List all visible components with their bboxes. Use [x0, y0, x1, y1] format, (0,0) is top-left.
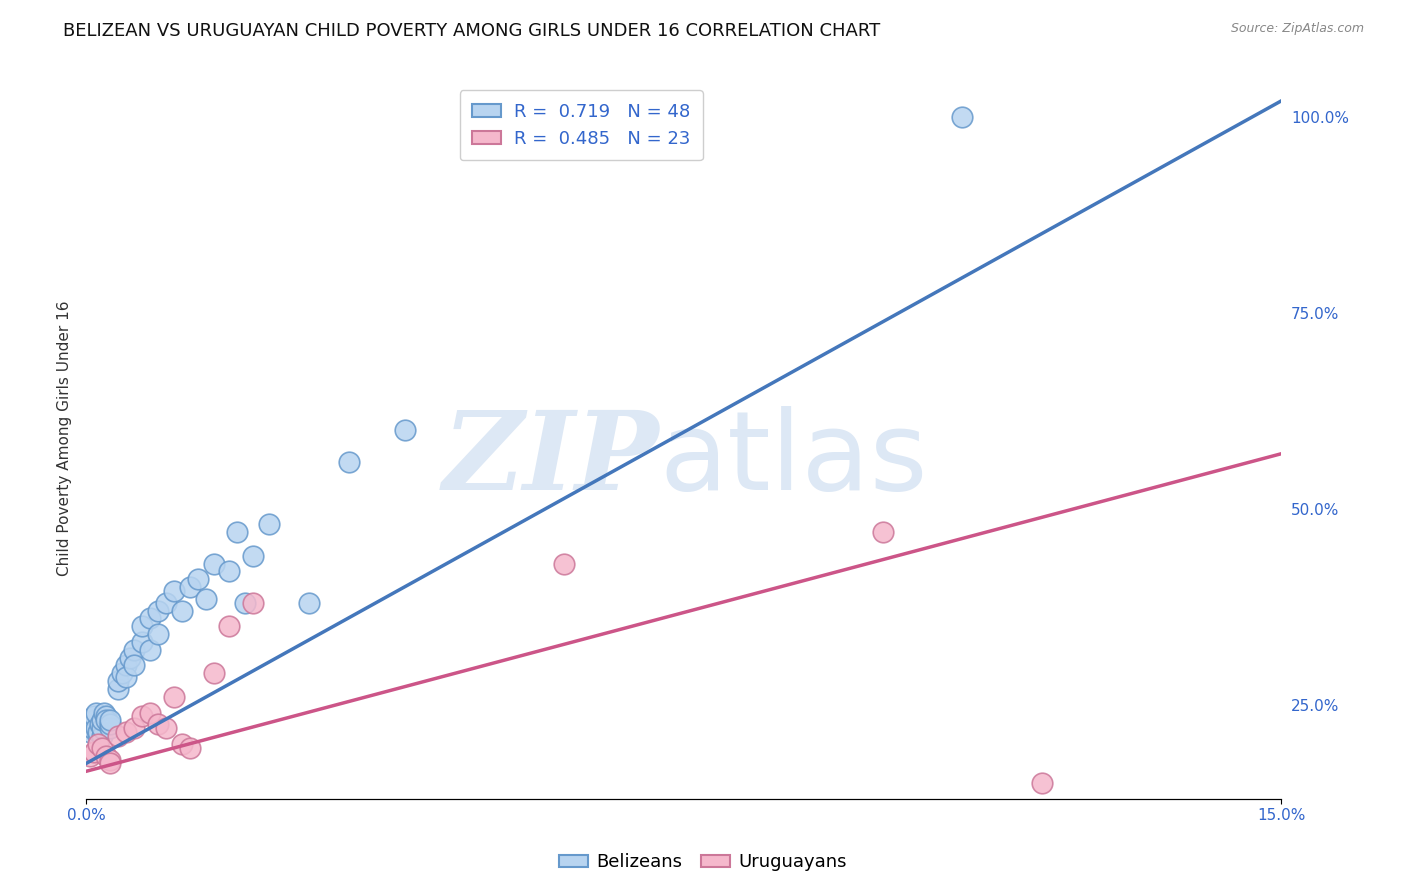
- Point: [242, 549, 264, 563]
- Legend: R =  0.719   N = 48, R =  0.485   N = 23: R = 0.719 N = 48, R = 0.485 N = 23: [460, 90, 703, 161]
- Point: [83, 714, 105, 728]
- Point: [82, 721, 104, 735]
- Point: [146, 604, 169, 618]
- Point: [98, 721, 121, 735]
- Point: [91, 714, 114, 728]
- Point: [118, 650, 141, 665]
- Point: [98, 756, 121, 771]
- Point: [155, 596, 177, 610]
- Point: [107, 681, 129, 696]
- Point: [394, 423, 416, 437]
- Point: [94, 709, 117, 723]
- Point: [87, 725, 110, 739]
- Y-axis label: Child Poverty Among Girls Under 16: Child Poverty Among Girls Under 16: [58, 301, 72, 576]
- Point: [298, 596, 321, 610]
- Point: [179, 580, 201, 594]
- Point: [131, 709, 153, 723]
- Point: [91, 729, 114, 743]
- Point: [155, 721, 177, 735]
- Point: [131, 619, 153, 633]
- Point: [122, 721, 145, 735]
- Point: [87, 729, 110, 743]
- Point: [86, 706, 108, 720]
- Point: [83, 709, 105, 723]
- Point: [84, 721, 107, 735]
- Point: [179, 740, 201, 755]
- Point: [163, 690, 186, 704]
- Point: [115, 725, 138, 739]
- Point: [235, 596, 257, 610]
- Point: [115, 658, 138, 673]
- Point: [122, 642, 145, 657]
- Point: [98, 717, 121, 731]
- Point: [139, 642, 162, 657]
- Point: [94, 714, 117, 728]
- Point: [122, 658, 145, 673]
- Text: atlas: atlas: [659, 406, 928, 513]
- Point: [131, 635, 153, 649]
- Point: [107, 729, 129, 743]
- Point: [139, 706, 162, 720]
- Point: [111, 666, 134, 681]
- Point: [337, 455, 360, 469]
- Point: [259, 517, 281, 532]
- Point: [98, 714, 121, 728]
- Point: [146, 717, 169, 731]
- Point: [170, 604, 193, 618]
- Point: [170, 737, 193, 751]
- Point: [202, 557, 225, 571]
- Point: [218, 619, 240, 633]
- Text: ZIP: ZIP: [443, 406, 659, 514]
- Text: BELIZEAN VS URUGUAYAN CHILD POVERTY AMONG GIRLS UNDER 16 CORRELATION CHART: BELIZEAN VS URUGUAYAN CHILD POVERTY AMON…: [63, 22, 880, 40]
- Point: [242, 596, 264, 610]
- Text: Source: ZipAtlas.com: Source: ZipAtlas.com: [1230, 22, 1364, 36]
- Point: [202, 666, 225, 681]
- Point: [163, 584, 186, 599]
- Point: [91, 721, 114, 735]
- Point: [79, 748, 101, 763]
- Point: [94, 748, 117, 763]
- Point: [194, 591, 217, 606]
- Point: [872, 525, 894, 540]
- Point: [98, 753, 121, 767]
- Legend: Belizeans, Uruguayans: Belizeans, Uruguayans: [551, 847, 855, 879]
- Point: [1031, 776, 1053, 790]
- Point: [79, 725, 101, 739]
- Point: [146, 627, 169, 641]
- Point: [115, 670, 138, 684]
- Point: [107, 674, 129, 689]
- Point: [93, 706, 115, 720]
- Point: [83, 745, 105, 759]
- Point: [218, 565, 240, 579]
- Point: [139, 611, 162, 625]
- Point: [553, 557, 575, 571]
- Point: [187, 572, 209, 586]
- Point: [952, 110, 974, 124]
- Point: [87, 737, 110, 751]
- Point: [226, 525, 249, 540]
- Point: [91, 740, 114, 755]
- Point: [89, 717, 111, 731]
